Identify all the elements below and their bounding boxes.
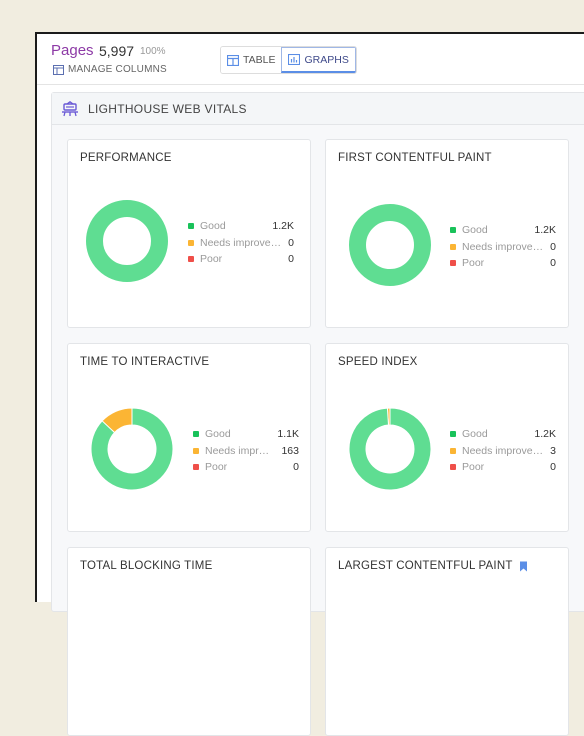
poor-value: 0 bbox=[293, 461, 299, 474]
card-first-contentful-paint: FIRST CONTENTFUL PAINT Good 1.2K Needs im… bbox=[325, 139, 569, 328]
poor-dot bbox=[188, 256, 194, 263]
panel-header: LIGHTHOUSE WEB VITALS bbox=[52, 93, 584, 125]
legend-poor-label: Poor bbox=[205, 461, 228, 474]
app-window: Pages 5,997 100% MANAGE COLUMNS TABLE bbox=[35, 32, 584, 736]
poor-dot bbox=[450, 260, 456, 267]
legend-poor-label: Poor bbox=[200, 253, 223, 266]
poor-value: 0 bbox=[288, 253, 294, 266]
legend: Good 1.2K Needs improve… 0 Poor 0 bbox=[450, 222, 556, 272]
needs-value: 0 bbox=[550, 240, 556, 253]
card-time-to-interactive: TIME TO INTERACTIVE Good 1.1K Needs impr…… bbox=[67, 343, 311, 532]
legend-poor: Poor 0 bbox=[450, 459, 556, 476]
good-dot bbox=[450, 431, 456, 438]
needs-value: 0 bbox=[288, 236, 294, 249]
card-speed-index: SPEED INDEX Good 1.2K Needs improve… 3 Poo… bbox=[325, 343, 569, 532]
donut-chart bbox=[90, 407, 174, 491]
good-dot bbox=[450, 227, 456, 234]
needs-dot bbox=[188, 239, 194, 246]
poor-dot bbox=[193, 464, 199, 471]
poor-value: 0 bbox=[550, 461, 556, 474]
legend: Good 1.1K Needs impr… 163 Poor 0 bbox=[193, 426, 299, 476]
bar-chart-icon bbox=[288, 54, 301, 65]
legend-poor-label: Poor bbox=[462, 461, 485, 474]
needs-value: 163 bbox=[281, 444, 299, 457]
good-segment[interactable] bbox=[348, 407, 432, 491]
graphs-view-button[interactable]: GRAPHS bbox=[281, 47, 356, 73]
legend-needs: Needs improve… 3 bbox=[450, 443, 556, 460]
legend-needs: Needs improve… 0 bbox=[450, 239, 556, 256]
legend: Good 1.2K Needs improve… 3 Poor 0 bbox=[450, 426, 556, 476]
good-value: 1.2K bbox=[534, 224, 556, 237]
card-title-row: LARGEST CONTENTFUL PAINT bbox=[338, 560, 528, 572]
good-segment[interactable] bbox=[90, 407, 174, 491]
web-vitals-panel: LIGHTHOUSE WEB VITALS PERFORMANCE Good 1.… bbox=[51, 92, 584, 736]
legend-good: Good 1.1K bbox=[193, 426, 299, 443]
legend-poor: Poor 0 bbox=[450, 255, 556, 272]
table-view-button[interactable]: TABLE bbox=[221, 47, 282, 73]
card-largest-contentful-paint: LARGEST CONTENTFUL PAINT bbox=[325, 547, 569, 736]
good-segment[interactable] bbox=[349, 204, 431, 286]
pages-label: Pages bbox=[51, 42, 94, 59]
legend: Good 1.2K Needs improve… 0 Poor 0 bbox=[188, 218, 294, 268]
header: Pages 5,997 100% MANAGE COLUMNS TABLE bbox=[37, 34, 584, 84]
good-dot bbox=[188, 223, 194, 230]
good-segment[interactable] bbox=[86, 200, 168, 282]
pages-count: 5,997 bbox=[99, 43, 135, 59]
card-title: TIME TO INTERACTIVE bbox=[80, 356, 210, 368]
pages-percent: 100% bbox=[140, 46, 166, 57]
legend-poor-label: Poor bbox=[462, 257, 485, 270]
card-title: TOTAL BLOCKING TIME bbox=[80, 560, 213, 572]
legend-good-label: Good bbox=[462, 428, 488, 441]
legend-good: Good 1.2K bbox=[450, 222, 556, 239]
donut-chart bbox=[348, 407, 432, 491]
card-title: LARGEST CONTENTFUL PAINT bbox=[338, 560, 513, 572]
legend-needs: Needs improve… 0 bbox=[188, 235, 294, 252]
legend-good-label: Good bbox=[205, 428, 231, 441]
needs-dot bbox=[450, 447, 456, 454]
legend-needs: Needs impr… 163 bbox=[193, 443, 299, 460]
needs-dot bbox=[193, 447, 199, 454]
needs-value: 3 bbox=[550, 444, 556, 457]
manage-columns-label: MANAGE COLUMNS bbox=[68, 64, 167, 75]
good-value: 1.1K bbox=[277, 428, 299, 441]
good-value: 1.2K bbox=[534, 428, 556, 441]
card-title: PERFORMANCE bbox=[80, 152, 172, 164]
legend-needs-label: Needs impr… bbox=[205, 444, 270, 457]
columns-icon bbox=[53, 64, 64, 75]
legend-needs-label: Needs improve… bbox=[200, 236, 282, 249]
card-performance: PERFORMANCE Good 1.2K Needs improve… 0 Poo… bbox=[67, 139, 311, 328]
card-title: FIRST CONTENTFUL PAINT bbox=[338, 152, 492, 164]
legend-good-label: Good bbox=[462, 224, 488, 237]
header-divider bbox=[37, 84, 584, 85]
good-value: 1.2K bbox=[272, 220, 294, 233]
panel-title: LIGHTHOUSE WEB VITALS bbox=[88, 101, 247, 116]
legend-good: Good 1.2K bbox=[188, 218, 294, 235]
card-title: SPEED INDEX bbox=[338, 356, 418, 368]
good-dot bbox=[193, 431, 199, 438]
donut-chart bbox=[349, 204, 431, 286]
legend-needs-label: Needs improve… bbox=[462, 240, 544, 253]
donut-chart bbox=[86, 200, 168, 282]
card-total-blocking-time: TOTAL BLOCKING TIME bbox=[67, 547, 311, 736]
table-icon bbox=[227, 54, 239, 66]
lighthouse-icon bbox=[62, 100, 78, 116]
needs-dot bbox=[450, 243, 456, 250]
poor-value: 0 bbox=[550, 257, 556, 270]
manage-columns-button[interactable]: MANAGE COLUMNS bbox=[53, 64, 167, 75]
legend-needs-label: Needs improve… bbox=[462, 444, 544, 457]
legend-poor: Poor 0 bbox=[193, 459, 299, 476]
table-view-label: TABLE bbox=[243, 54, 276, 66]
legend-good: Good 1.2K bbox=[450, 426, 556, 443]
legend-poor: Poor 0 bbox=[188, 251, 294, 268]
view-toggle: TABLE GRAPHS bbox=[220, 46, 357, 74]
poor-dot bbox=[450, 464, 456, 471]
legend-good-label: Good bbox=[200, 220, 226, 233]
graphs-view-label: GRAPHS bbox=[304, 53, 349, 66]
bookmark-icon[interactable] bbox=[519, 561, 528, 572]
